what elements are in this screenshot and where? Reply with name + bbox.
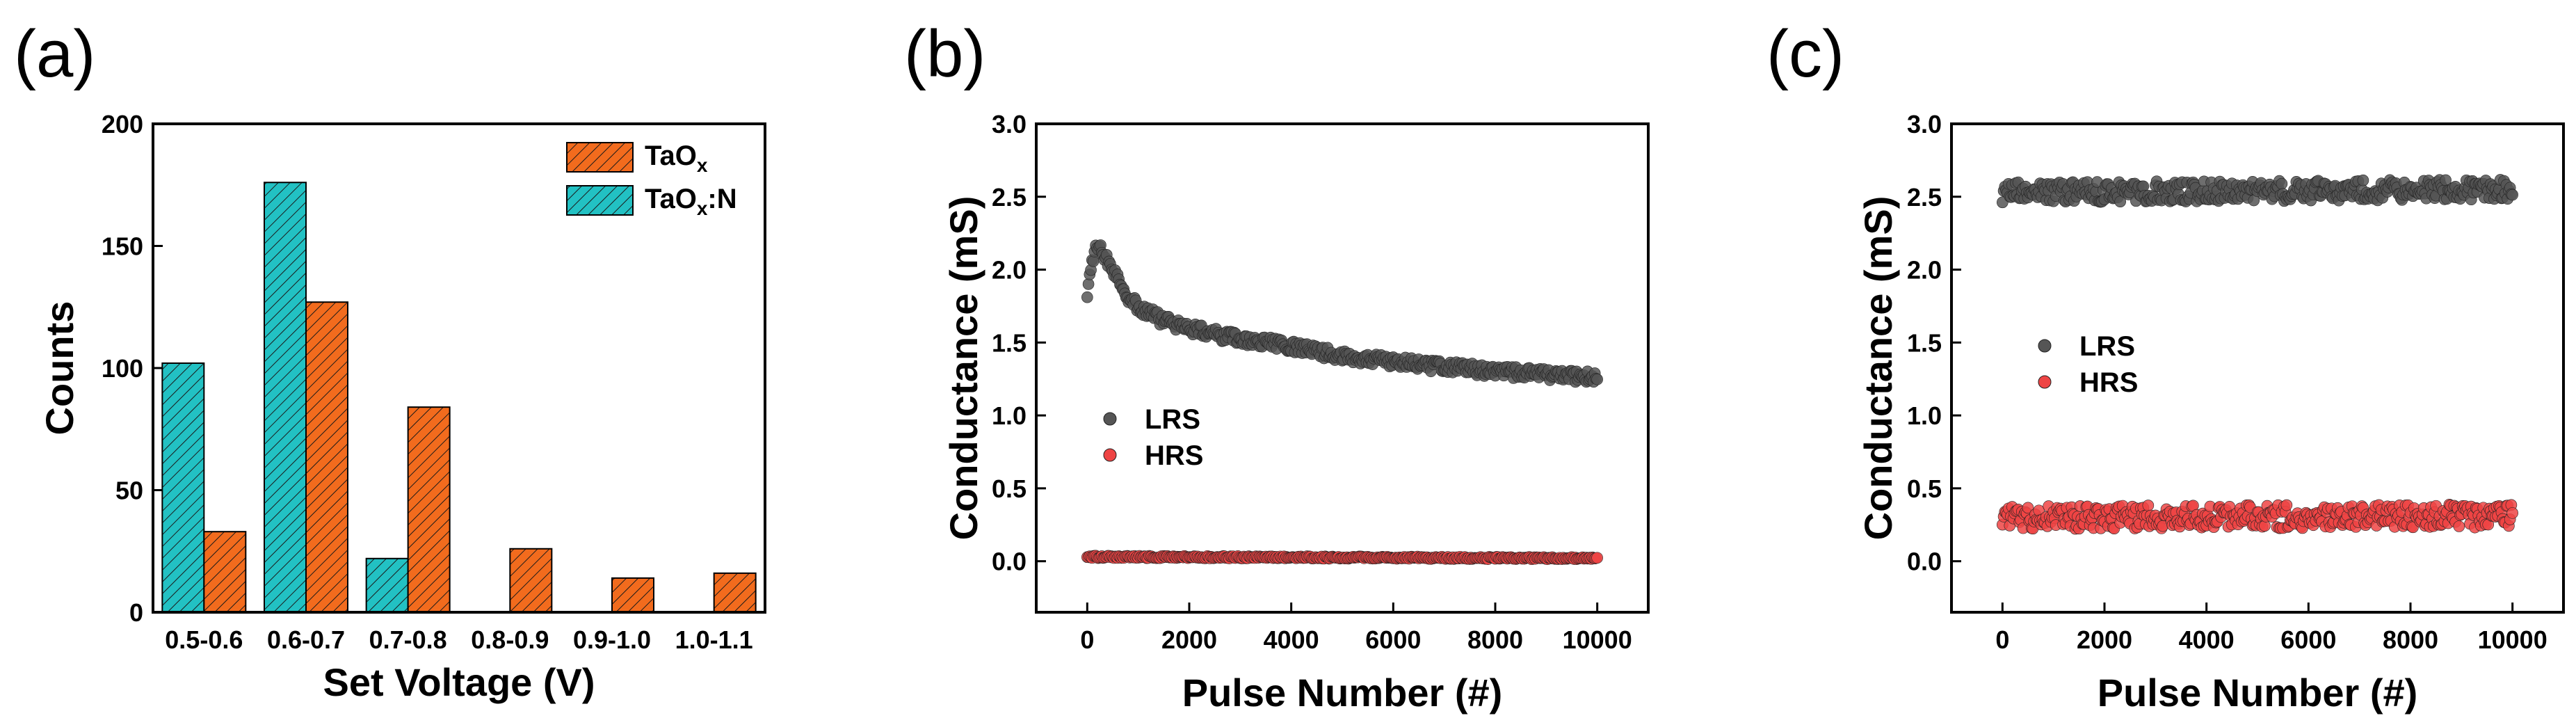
bar-taoxn-2 xyxy=(365,557,409,614)
y-tick-label: 1.5 xyxy=(992,328,1027,357)
x-tick-label: 0 xyxy=(1080,625,1094,654)
panel-b-points xyxy=(1081,239,1603,566)
y-tick-label: 150 xyxy=(102,232,143,261)
panel-c-legend: LRS HRS xyxy=(2038,331,2138,398)
x-tick-label: 0.7-0.8 xyxy=(369,625,447,654)
legend-marker-hrs xyxy=(1103,448,1117,462)
panel-c: (c) 0.0 0.5 1.0 1.5 2.0 2.5 3.0 0 2000 4000 6000 8… xyxy=(1766,17,2565,715)
y-tick-label: 0.0 xyxy=(992,548,1027,576)
x-tick-label: 4000 xyxy=(2179,625,2235,654)
panel-c-x-axis: 0 2000 4000 6000 8000 10000 xyxy=(1995,603,2547,654)
panel-b: (b) 0.0 0.5 1.0 1.5 2.0 2.5 3.0 0 2000 4000 6000 8… xyxy=(904,17,1650,715)
y-tick-label: 2.0 xyxy=(992,256,1027,285)
bar-taox-4 xyxy=(611,577,654,613)
point-lrs xyxy=(2276,177,2288,190)
legend-label-hrs: HRS xyxy=(1145,440,1203,471)
x-tick-label: 8000 xyxy=(1467,625,1523,654)
x-tick-label: 6000 xyxy=(2280,625,2336,654)
x-tick-label: 6000 xyxy=(1365,625,1421,654)
y-tick-label: 1.0 xyxy=(992,401,1027,430)
panel-b-label: (b) xyxy=(904,17,985,91)
y-tick-label: 0.5 xyxy=(1907,474,1942,503)
y-tick-label: 2.5 xyxy=(992,183,1027,212)
x-tick-label: 0.8-0.9 xyxy=(471,625,549,654)
point-lrs xyxy=(2114,196,2126,207)
panel-c-label: (c) xyxy=(1766,17,1844,91)
y-tick-label: 50 xyxy=(115,477,143,505)
x-tick-label: 10000 xyxy=(1563,625,1632,654)
x-tick-label: 0.9-1.0 xyxy=(573,625,651,654)
panel-b-y-title: Conductance (mS) xyxy=(942,196,985,541)
panel-a-bars xyxy=(161,182,757,614)
legend-label-hrs: HRS xyxy=(2079,367,2138,398)
y-tick-label: 1.5 xyxy=(1907,328,1942,357)
panel-a-y-title: Counts xyxy=(38,301,81,436)
panel-a-label: (a) xyxy=(14,17,95,91)
panel-a-y-axis: 0 50 100 150 200 xyxy=(102,110,163,627)
panel-b-x-axis: 0 2000 4000 6000 8000 10000 xyxy=(1080,603,1632,654)
panel-a-x-axis: 0.5-0.6 0.6-0.7 0.7-0.8 0.8-0.9 0.9-1.0 1.0-1… xyxy=(165,625,752,654)
point-hrs xyxy=(2280,499,2293,511)
legend-marker-lrs xyxy=(1103,412,1117,426)
panel-b-x-title: Pulse Number (#) xyxy=(1182,671,1503,715)
panel-b-legend: LRS HRS xyxy=(1103,404,1203,471)
y-tick-label: 100 xyxy=(102,354,143,383)
point-lrs xyxy=(1081,291,1093,303)
point-lrs xyxy=(2506,189,2518,201)
y-tick-label: 0.5 xyxy=(992,474,1027,503)
panel-a-legend: TaOx TaOx:N xyxy=(566,141,737,219)
y-tick-label: 3.0 xyxy=(1907,110,1942,138)
legend-label-taoxn: TaOx:N xyxy=(645,184,737,219)
legend-swatch-taoxn xyxy=(566,185,634,216)
legend-marker-lrs xyxy=(2038,339,2052,353)
panel-c-points xyxy=(1997,174,2518,535)
x-tick-label: 0.5-0.6 xyxy=(165,625,243,654)
bar-taox-2 xyxy=(407,406,451,613)
y-tick-label: 3.0 xyxy=(992,110,1027,138)
bar-taox-0 xyxy=(203,531,247,613)
point-hrs xyxy=(2142,500,2155,511)
legend-label-taox: TaOx xyxy=(645,141,708,176)
panel-a-x-title: Set Voltage (V) xyxy=(323,660,595,704)
x-tick-label: 8000 xyxy=(2383,625,2438,654)
legend-swatch-taox xyxy=(566,142,634,173)
point-hrs xyxy=(2506,507,2518,519)
legend-marker-hrs xyxy=(2038,375,2052,389)
point-lrs xyxy=(1082,278,1095,290)
point-hrs xyxy=(1591,552,1603,564)
x-tick-label: 2000 xyxy=(1161,625,1217,654)
x-tick-label: 0 xyxy=(1995,625,2009,654)
x-tick-label: 2000 xyxy=(2077,625,2132,654)
point-hrs xyxy=(2453,520,2465,532)
x-tick-label: 10000 xyxy=(2478,625,2547,654)
point-lrs xyxy=(2357,174,2369,186)
y-tick-label: 1.0 xyxy=(1907,401,1942,430)
bar-taox-3 xyxy=(509,548,553,613)
point-lrs xyxy=(1591,374,1603,385)
panel-c-y-axis: 0.0 0.5 1.0 1.5 2.0 2.5 3.0 xyxy=(1907,110,1961,576)
bar-taoxn-1 xyxy=(264,182,307,613)
x-tick-label: 1.0-1.1 xyxy=(675,625,753,654)
point-lrs xyxy=(1087,255,1100,267)
bar-taox-1 xyxy=(305,301,348,613)
y-tick-label: 200 xyxy=(102,110,143,138)
bar-taoxn-0 xyxy=(161,362,205,613)
legend-label-lrs: LRS xyxy=(1145,404,1200,435)
panel-c-frame xyxy=(1950,122,2565,614)
y-tick-label: 0.0 xyxy=(1907,548,1942,576)
panel-c-y-title: Conductance (mS) xyxy=(1856,196,1900,541)
y-tick-label: 0 xyxy=(129,598,143,627)
panel-b-frame xyxy=(1035,122,1650,614)
x-tick-label: 0.6-0.7 xyxy=(267,625,345,654)
x-tick-label: 4000 xyxy=(1264,625,1319,654)
bar-taox-5 xyxy=(713,572,757,614)
y-tick-label: 2.0 xyxy=(1907,256,1942,285)
legend-label-lrs: LRS xyxy=(2079,331,2135,362)
point-hrs xyxy=(2022,502,2034,514)
y-tick-label: 2.5 xyxy=(1907,183,1942,212)
panel-c-x-title: Pulse Number (#) xyxy=(2098,671,2418,715)
panel-b-y-axis: 0.0 0.5 1.0 1.5 2.0 2.5 3.0 xyxy=(992,110,1046,576)
